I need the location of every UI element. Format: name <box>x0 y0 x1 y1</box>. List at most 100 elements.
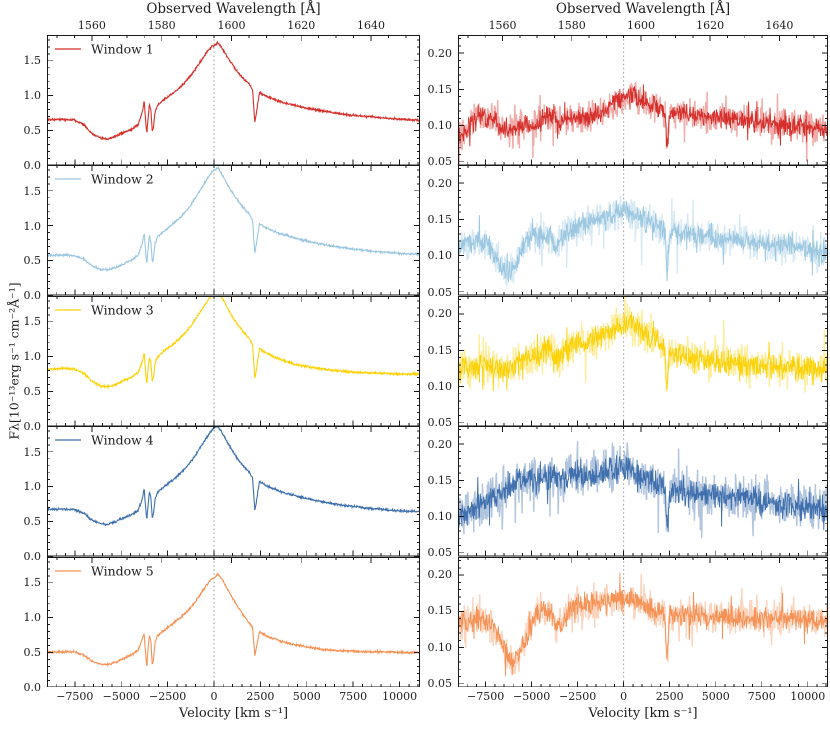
y-tick-label: 1.5 <box>23 184 42 198</box>
y-tick-label: 1.0 <box>23 219 42 233</box>
panel-border <box>47 295 420 427</box>
y-tick-label: 0.5 <box>23 515 42 529</box>
y-tick-label: 1.0 <box>23 349 42 363</box>
y-tick-label: 0.0 <box>23 550 42 564</box>
y-tick-label: 0.0 <box>23 419 42 433</box>
panel-border <box>458 165 828 296</box>
y-tick-label: 0.20 <box>427 307 453 321</box>
velocity-tick-label: 0 <box>210 690 218 703</box>
velocity-tick-label: 7500 <box>339 690 368 703</box>
y-tick-label: 0.0 <box>23 289 42 303</box>
panel-border <box>47 165 420 296</box>
y-tick-label: 0.5 <box>23 645 42 659</box>
wavelength-tick-label: 1620 <box>287 19 316 32</box>
velocity-tick-label: 5000 <box>701 690 730 703</box>
legend-label: Window 5 <box>91 563 154 578</box>
y-tick-label: 0.0 <box>23 158 42 172</box>
panel-border <box>458 35 828 166</box>
velocity-tick-label: −2500 <box>559 690 597 703</box>
legend-label: Window 2 <box>91 172 154 187</box>
wavelength-tick-label: 1580 <box>147 19 176 32</box>
spectrum-line <box>458 572 828 676</box>
y-tick-label: 0.20 <box>427 46 453 60</box>
spectrum-line-underlay <box>458 295 828 393</box>
y-tick-label: 1.0 <box>23 480 42 494</box>
wavelength-tick-label: 1620 <box>696 19 725 32</box>
spectrum-line <box>47 166 420 273</box>
y-tick-label: 0.10 <box>427 640 453 654</box>
y-tick-label: 0.5 <box>23 254 42 268</box>
legend-label: Window 3 <box>91 302 154 317</box>
velocity-tick-label: −2500 <box>149 690 187 703</box>
velocity-tick-label: 5000 <box>292 690 321 703</box>
panel-border <box>458 426 828 557</box>
spectrum-panel-right-2 <box>458 165 828 296</box>
spectrum-panel-left-3: Window 3 <box>47 295 420 427</box>
panel-border <box>458 295 828 427</box>
y-tick-label: 0.10 <box>427 379 453 393</box>
velocity-tick-label: −5000 <box>102 690 140 703</box>
x-axis-label-left: Velocity [km s⁻¹] <box>178 706 289 721</box>
wavelength-tick-label: 1560 <box>77 19 106 32</box>
spectrum-panel-right-4 <box>458 426 828 557</box>
top-axis-title-right: Observed Wavelength [Å] <box>555 1 731 17</box>
y-tick-label: 0.5 <box>23 124 42 138</box>
spectrum-line <box>47 426 420 527</box>
velocity-tick-label: 2500 <box>655 690 684 703</box>
panel-border <box>47 556 420 687</box>
panel-border <box>47 35 420 166</box>
y-tick-label: 1.5 <box>23 315 42 329</box>
y-tick-label: 0.15 <box>427 604 453 618</box>
y-tick-label: 0.05 <box>427 416 453 430</box>
y-tick-label: 0.10 <box>427 249 453 263</box>
spectrum-panel-right-5 <box>458 556 828 688</box>
spectrum-line <box>458 455 828 533</box>
legend-label: Window 4 <box>91 433 154 448</box>
spectrum-panel-right-3 <box>458 295 828 427</box>
spectrum-panel-left-1: Window 1 <box>47 35 420 166</box>
x-axis-label-right: Velocity [km s⁻¹] <box>588 706 698 721</box>
y-tick-label: 0.20 <box>427 177 453 190</box>
y-tick-label: 0.15 <box>427 343 453 357</box>
y-tick-label: 0.20 <box>427 568 453 582</box>
spectrum-line <box>458 311 828 391</box>
wavelength-tick-label: 1640 <box>765 19 794 32</box>
velocity-tick-label: 7500 <box>747 690 776 703</box>
y-tick-label: 0.10 <box>427 119 453 133</box>
y-tick-label: 0.5 <box>23 384 42 398</box>
y-tick-label: 1.0 <box>23 610 42 624</box>
y-tick-label: 0.15 <box>427 82 453 96</box>
y-tick-label: 0.20 <box>427 437 453 451</box>
y-tick-label: 1.0 <box>23 89 42 103</box>
y-tick-label: 0.15 <box>427 474 453 488</box>
spectrum-line <box>458 200 828 283</box>
y-tick-label: 0.05 <box>427 155 453 169</box>
y-tick-label: 0.15 <box>427 213 453 227</box>
y-tick-label: 0.05 <box>427 676 453 690</box>
y-tick-label: 0.0 <box>23 680 42 694</box>
wavelength-tick-label: 1600 <box>217 19 246 32</box>
wavelength-tick-label: 1580 <box>557 19 586 32</box>
spectrum-panel-left-2: Window 2 <box>47 165 420 296</box>
y-tick-label: 1.5 <box>23 575 42 589</box>
velocity-tick-label: −7500 <box>56 690 94 703</box>
velocity-tick-label: 10000 <box>382 690 418 703</box>
spectrum-panel-left-5: Window 5 <box>47 556 420 688</box>
wavelength-tick-label: 1640 <box>356 19 385 32</box>
panel-border <box>458 556 828 687</box>
velocity-tick-label: 10000 <box>790 690 826 703</box>
legend-label: Window 1 <box>91 41 154 56</box>
spectrum-panel-left-4: Window 4 <box>47 426 420 557</box>
top-axis-title-left: Observed Wavelength [Å] <box>146 1 321 17</box>
y-tick-label: 0.05 <box>427 546 453 560</box>
velocity-tick-label: 0 <box>620 690 628 703</box>
y-tick-label: 0.10 <box>427 510 453 524</box>
y-tick-label: 1.5 <box>23 54 42 68</box>
velocity-tick-label: 2500 <box>246 690 275 703</box>
panel-border <box>47 426 420 557</box>
spectrum-line <box>47 295 420 390</box>
wavelength-tick-label: 1600 <box>626 19 655 32</box>
spectrum-line <box>47 40 420 141</box>
velocity-tick-label: −7500 <box>467 690 505 703</box>
